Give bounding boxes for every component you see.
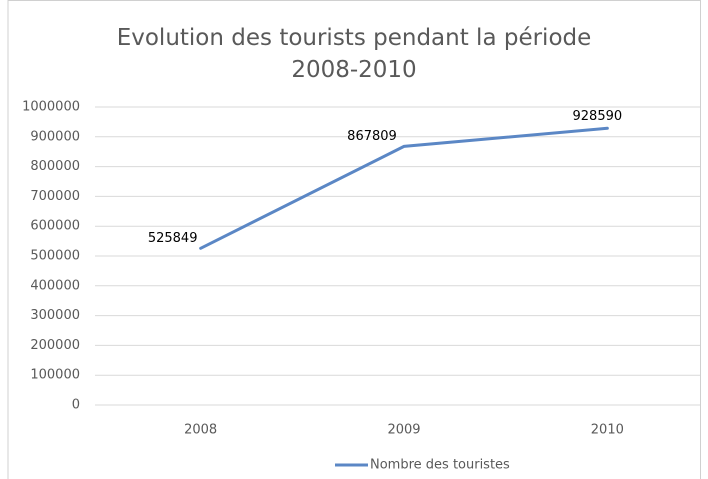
y-tick-label: 500000	[30, 249, 80, 264]
y-tick-label: 0	[72, 398, 80, 413]
y-tick-label: 100000	[30, 368, 80, 383]
y-tick-label: 1000000	[22, 100, 80, 115]
x-tick-label: 2010	[591, 423, 624, 438]
y-tick-label: 700000	[30, 189, 80, 204]
x-tick-label: 2008	[184, 423, 217, 438]
series-line	[199, 126, 609, 250]
data-label: 525849	[148, 231, 198, 246]
chart-border	[7, 0, 701, 479]
chart-title: Evolution des tourists pendant la périod…	[116, 25, 592, 83]
x-tick-label: 2009	[387, 423, 420, 438]
y-tick-label: 900000	[30, 129, 80, 144]
data-label: 928590	[573, 109, 623, 124]
y-tick-label: 300000	[30, 308, 80, 323]
legend-label: Nombre des touristes	[370, 458, 510, 473]
y-tick-label: 200000	[30, 338, 80, 353]
data-label: 867809	[347, 129, 397, 144]
y-tick-label: 800000	[30, 159, 80, 174]
y-tick-label: 400000	[30, 278, 80, 293]
y-tick-label: 600000	[30, 219, 80, 234]
